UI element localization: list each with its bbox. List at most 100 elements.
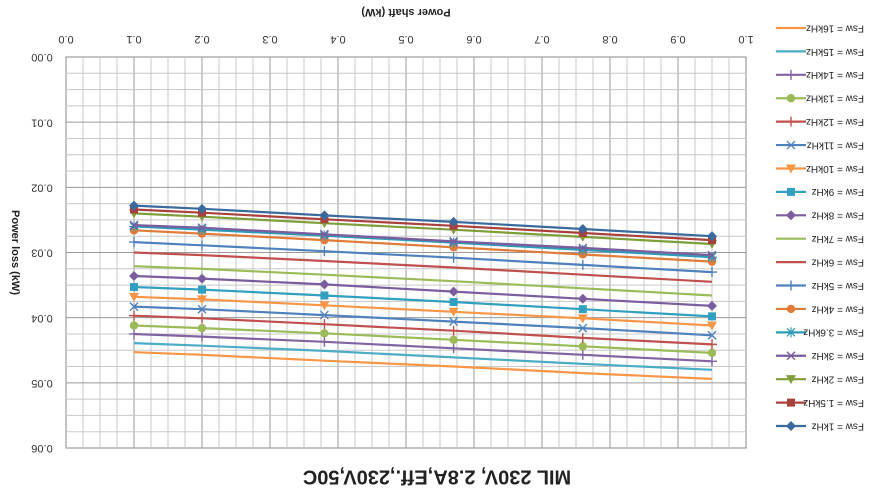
legend-label: Fsw = 4kHz [811, 303, 864, 314]
data-point [578, 323, 588, 333]
data-point [197, 223, 207, 233]
legend-swatch-marker [787, 187, 795, 196]
data-point [578, 342, 587, 351]
data-point [319, 210, 330, 221]
legend-label: Fsw = 1.5kHz [803, 397, 864, 408]
series-line [133, 314, 713, 346]
series-line [133, 285, 713, 318]
data-point [448, 216, 459, 227]
data-point [319, 229, 329, 239]
data-point [197, 224, 207, 235]
x-tick-label: 0.8 [602, 33, 617, 45]
series-line [133, 295, 713, 327]
y-tick-label: 0.05 [31, 377, 52, 389]
data-point [129, 328, 139, 339]
data-point [129, 310, 139, 321]
legend-swatch-marker [786, 140, 796, 150]
legend-label: Fsw = 9kHz [811, 186, 864, 197]
legend-swatch-marker [786, 421, 796, 431]
data-point [197, 304, 207, 314]
data-point [319, 310, 329, 320]
data-point [319, 279, 330, 290]
chart-title: MIL 230V, 2.8A,Eff.,230V,50C [303, 466, 571, 488]
data-point [130, 283, 138, 292]
y-tick-label: 0.06 [31, 442, 52, 454]
data-point [129, 237, 139, 248]
series-line [133, 251, 713, 283]
data-point [197, 323, 207, 333]
data-point [197, 273, 207, 284]
legend-label: Fsw = 15kHz [806, 46, 864, 57]
data-point [578, 305, 587, 314]
data-point [319, 301, 330, 311]
legend-label: Fsw = 13kHz [806, 93, 864, 104]
legend-swatch-marker [786, 94, 796, 103]
legend-label: Fsw = 11kHz [807, 139, 864, 150]
y-tick-label: 0.01 [31, 116, 52, 128]
legend-label: Fsw = 16kHz [806, 22, 864, 33]
x-tick-label: 1.0 [738, 33, 753, 45]
legend-label: Fsw = 10kHz [806, 163, 864, 174]
data-point [319, 230, 330, 241]
data-point [129, 270, 139, 281]
data-point [707, 267, 717, 278]
y-tick-label: 0.02 [31, 181, 52, 193]
series-line [133, 324, 713, 354]
data-point [707, 231, 717, 242]
series-line [133, 212, 713, 246]
legend-swatch-marker [786, 351, 796, 361]
data-point [707, 252, 717, 263]
data-point [197, 295, 207, 305]
legend-swatch-marker [786, 375, 796, 385]
x-tick-label: 0.2 [194, 33, 209, 45]
y-tick-label: 0.00 [31, 51, 52, 63]
data-point [129, 221, 139, 232]
data-point [129, 302, 139, 312]
data-point [449, 317, 459, 327]
x-tick-label: 0.3 [262, 33, 277, 45]
data-point [449, 335, 458, 345]
data-point [449, 298, 458, 307]
x-tick-label: 0.0 [58, 33, 73, 45]
series-line [133, 342, 713, 371]
x-tick-labels: 0.0 0.1 0.2 0.3 0.4 0.5 0.6 0.7 0.8 0.9 1.0 [58, 33, 753, 45]
data-point [577, 332, 588, 343]
series-line [133, 229, 713, 263]
series-line [133, 241, 713, 274]
legend-label: Fsw = 1kHz [811, 420, 864, 431]
data-point [448, 286, 459, 297]
data-point [198, 285, 206, 294]
y-tick-label: 0.03 [31, 247, 52, 259]
data-point [707, 321, 717, 331]
series-line [133, 332, 713, 363]
y-axis-title: Power loss (kW) [9, 210, 21, 295]
data-point [577, 244, 588, 255]
legend: Fsw = 16kHz Fsw = 15kHz Fsw = 14kHz Fsw = 1… [776, 22, 864, 431]
legend-swatch-marker [787, 398, 795, 407]
legend-swatch-marker [786, 164, 796, 174]
data-point [129, 292, 139, 302]
y-tick-labels: 0.00 0.01 0.02 0.03 0.04 0.05 0.06 [31, 51, 52, 454]
legend-label: Fsw = 12kHz [806, 116, 864, 127]
data-point [197, 240, 207, 251]
data-point [448, 343, 459, 354]
series-line [133, 224, 713, 257]
legend-swatch-marker [786, 69, 796, 80]
data-point [448, 237, 459, 248]
data-point [578, 243, 588, 253]
data-point [707, 250, 717, 260]
series-line [133, 274, 713, 307]
data-point [708, 312, 716, 321]
data-point [449, 236, 459, 246]
legend-label: Fsw = 14kHz [806, 69, 864, 80]
legend-label: Fsw = 2kHz [811, 374, 864, 385]
x-tick-label: 0.1 [126, 33, 141, 45]
data-point [577, 349, 588, 360]
data-point [707, 339, 717, 350]
data-point [129, 220, 139, 230]
data-point [707, 356, 717, 367]
series-line [133, 225, 713, 259]
series-line [133, 204, 713, 238]
series-lines [129, 200, 717, 380]
